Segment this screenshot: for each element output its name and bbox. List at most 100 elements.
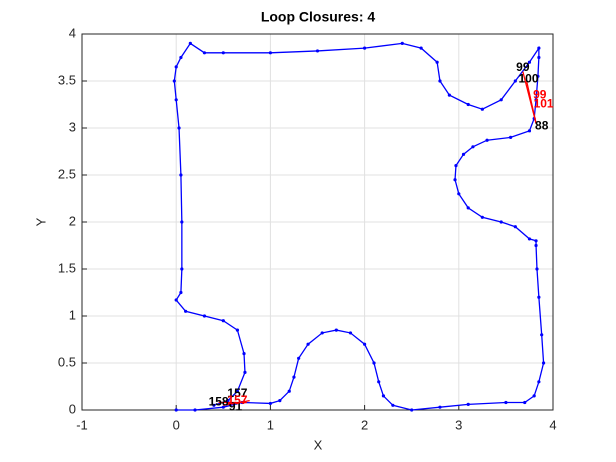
node-label: 91 (229, 399, 243, 413)
pose-node (184, 309, 188, 313)
pose-node (226, 399, 230, 403)
pose-node (534, 243, 538, 248)
pose-node (242, 352, 246, 356)
y-tick-label: 0.5 (58, 354, 76, 369)
pose-node (536, 74, 540, 78)
pose-node (527, 129, 532, 133)
pose-node (534, 98, 538, 102)
pose-node (221, 319, 225, 323)
pose-node (541, 361, 546, 365)
pose-node (292, 375, 296, 379)
pose-node (453, 178, 457, 182)
pose-node (212, 403, 216, 407)
x-tick-label: 1 (267, 417, 274, 432)
pose-node (278, 399, 282, 403)
pose-node (235, 328, 240, 332)
pose-node (381, 394, 386, 398)
y-axis-label: Y (33, 217, 48, 226)
pose-node (221, 51, 225, 55)
pose-node (172, 79, 176, 83)
pose-node (174, 408, 178, 412)
pose-node (297, 356, 301, 360)
pose-node (410, 408, 414, 412)
pose-node (180, 220, 184, 224)
loop-closure (525, 80, 537, 124)
y-tick-label: 2 (69, 213, 76, 228)
y-tick-label: 4 (69, 25, 76, 40)
pose-node (174, 98, 178, 102)
x-tick-label: 3 (455, 417, 462, 432)
pose-node (513, 79, 517, 83)
loop-closure (223, 399, 250, 406)
pose-node (179, 290, 183, 295)
pose-node (221, 405, 225, 409)
pose-node (537, 295, 541, 299)
pose-node (457, 192, 461, 196)
pose-node (180, 267, 184, 271)
pose-node (471, 145, 475, 149)
pose-node (454, 164, 458, 168)
pose-node (535, 267, 539, 271)
pose-node (419, 46, 423, 50)
pose-node (509, 135, 513, 139)
chart-title: Loop Closures: 4 (261, 9, 376, 25)
pose-node (438, 405, 442, 409)
pose-node (532, 394, 536, 398)
pose-node (480, 215, 484, 219)
x-tick-label: 2 (361, 417, 368, 432)
pose-node (177, 126, 181, 130)
pose-node (334, 328, 338, 332)
pose-node (527, 237, 532, 241)
pose-node (461, 152, 466, 156)
pose-node (287, 389, 291, 393)
pose-node (202, 51, 207, 55)
pose-node (504, 400, 508, 405)
trajectory-line (173, 42, 545, 411)
y-tick-label: 3.5 (58, 72, 76, 87)
x-tick-label: -1 (76, 417, 88, 432)
pose-node (466, 402, 470, 406)
pose-node (193, 408, 197, 412)
pose-node (537, 380, 541, 384)
pose-node (174, 65, 178, 69)
pose-node (320, 331, 324, 335)
pose-node (499, 220, 503, 224)
pose-node (179, 55, 183, 60)
pose-node (348, 331, 353, 335)
pose-node (377, 380, 381, 384)
pose-node (391, 403, 395, 407)
y-tick-label: 2.5 (58, 166, 76, 181)
pose-node (188, 41, 192, 46)
node-label: 157 (227, 393, 247, 407)
y-tick-label: 0 (69, 401, 76, 416)
node-label: 100 (518, 71, 538, 85)
pose-node (363, 46, 367, 50)
pose-node (485, 138, 489, 142)
node-label: 99 (533, 87, 547, 101)
y-tick-label: 1.5 (58, 260, 76, 275)
x-tick-label: 0 (173, 417, 180, 432)
pose-node (527, 60, 532, 64)
y-tick-label: 1 (69, 307, 76, 322)
pose-node (534, 239, 538, 243)
node-label: 158 (209, 395, 229, 409)
node-label: 88 (535, 118, 549, 132)
pose-node (540, 333, 544, 337)
pose-node (363, 342, 367, 346)
node-label: 101 (534, 97, 554, 111)
x-axis-label: X (314, 437, 323, 452)
pose-node (435, 60, 439, 64)
node-label: 157 (227, 386, 247, 400)
pose-node (235, 389, 240, 393)
pose-node (315, 49, 320, 53)
x-tick-label: 4 (549, 417, 556, 432)
pose-node (466, 206, 470, 210)
pose-node (174, 298, 178, 302)
pose-node (466, 102, 470, 107)
pose-node (400, 41, 404, 46)
pose-node (372, 361, 376, 365)
pose-node (447, 93, 451, 97)
pose-node (537, 46, 541, 50)
